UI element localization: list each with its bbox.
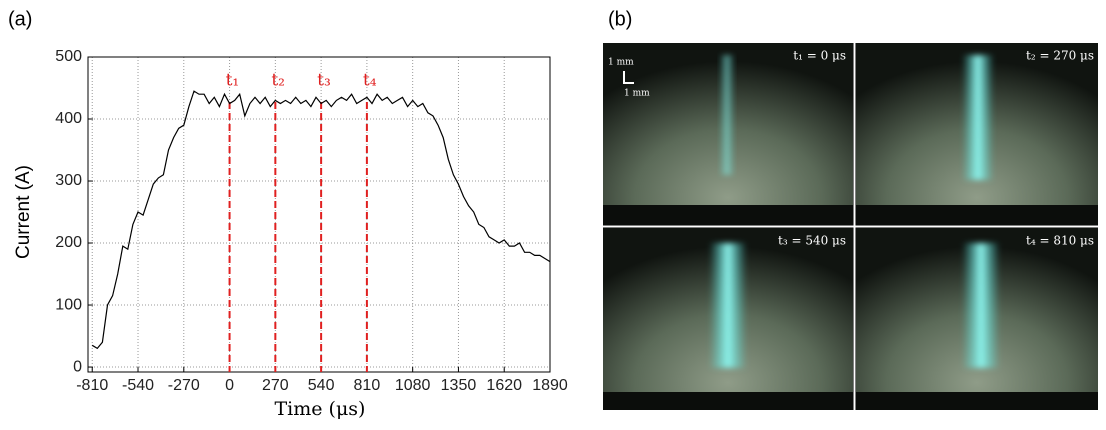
y-tick-label: 300: [55, 172, 82, 189]
y-tick-label: 500: [55, 48, 82, 65]
x-axis-title: Time (μs): [275, 398, 366, 420]
panel-label: (b): [608, 8, 632, 30]
frame-label: t₂ = 270 μs: [1026, 49, 1094, 63]
data-line: [91, 90, 551, 350]
x-tick-label: 1350: [441, 377, 477, 394]
frame-label: t₄ = 810 μs: [1026, 234, 1094, 248]
x-tick-label: 0: [225, 377, 234, 394]
y-tick-label: 400: [55, 110, 82, 127]
frame-label: t₁ = 0 μs: [793, 49, 846, 63]
x-tick-label: 1080: [395, 377, 431, 394]
x-tick-label: 810: [354, 377, 381, 394]
frame: [856, 228, 1098, 410]
scale-label: 1 mm: [608, 58, 634, 68]
y-tick-label: 0: [73, 358, 82, 375]
marker-label: t₁: [226, 71, 240, 91]
x-tick-label: -810: [76, 377, 108, 394]
plot: 0 100 200 300 400 500 -810 -540 -270 0 270 540 810 10…: [55, 48, 568, 394]
x-tick-label: 540: [308, 377, 335, 394]
marker-label: t₄: [363, 71, 377, 91]
frame: [603, 228, 853, 410]
marker-label: t₂: [271, 71, 285, 91]
plot-frame: [87, 56, 551, 373]
marker-label: t₃: [317, 71, 331, 91]
frame-label: t₃ = 540 μs: [778, 234, 846, 248]
scale-label: 1 mm: [624, 89, 650, 99]
x-tick-label: 1620: [486, 377, 522, 394]
scale-bar: [623, 71, 634, 84]
x-tick-label: 1890: [532, 377, 568, 394]
photo-panel: 1 mm 1 mm t₁ = 0 μs t₂ = 270 μs t₃ = 540…: [603, 43, 1098, 410]
y-tick-label: 100: [55, 296, 82, 313]
x-tick-label: 270: [262, 377, 289, 394]
panel-label: (a): [8, 8, 32, 30]
y-tick-label: 200: [55, 234, 82, 251]
y-axis-title: Current (A): [13, 165, 34, 259]
x-tick-label: -540: [122, 377, 154, 394]
x-tick-label: -270: [168, 377, 200, 394]
frame: [856, 43, 1098, 225]
frame: [603, 43, 853, 225]
